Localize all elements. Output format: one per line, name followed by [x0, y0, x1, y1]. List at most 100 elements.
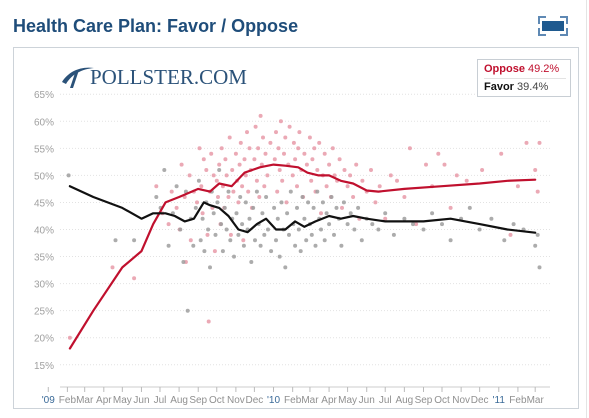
- oppose-poll-point: [212, 249, 217, 254]
- oppose-poll-point: [227, 135, 232, 140]
- favor-poll-point: [320, 200, 325, 205]
- x-tick-label: Dec: [245, 395, 263, 406]
- expand-button[interactable]: [538, 16, 568, 36]
- oppose-poll-point: [373, 200, 378, 205]
- favor-poll-point: [430, 211, 435, 216]
- oppose-poll-point: [243, 173, 248, 178]
- favor-poll-point: [285, 211, 290, 216]
- favor-poll-point: [266, 227, 270, 232]
- oppose-poll-point: [317, 140, 322, 145]
- y-tick-label: 15%: [34, 361, 54, 372]
- oppose-poll-point: [226, 195, 231, 199]
- oppose-poll-point: [324, 184, 329, 189]
- oppose-poll-point: [275, 189, 280, 194]
- oppose-poll-point: [238, 140, 243, 145]
- favor-poll-point: [332, 232, 336, 237]
- favor-poll-point: [467, 205, 472, 210]
- favor-poll-point: [191, 243, 196, 248]
- favor-poll-point: [206, 227, 211, 232]
- expand-corner-icon: [538, 16, 546, 24]
- legend-item-oppose[interactable]: Oppose 49.2%: [484, 61, 566, 77]
- x-tick-label: Feb: [509, 395, 527, 406]
- expand-corner-icon: [538, 28, 546, 36]
- x-tick-label: Sep: [189, 395, 207, 406]
- oppose-poll-point: [224, 173, 229, 178]
- oppose-poll-point: [179, 162, 184, 167]
- favor-poll-point: [322, 238, 327, 243]
- oppose-poll-point: [211, 173, 216, 178]
- oppose-poll-point: [283, 135, 288, 140]
- oppose-poll-point: [464, 178, 469, 183]
- x-tick-label: Jul: [154, 395, 167, 406]
- oppose-poll-point: [327, 162, 332, 167]
- oppose-poll-point: [395, 178, 399, 183]
- favor-poll-point: [222, 205, 227, 210]
- x-tick-label: Oct: [209, 395, 225, 406]
- y-tick-label: 45%: [34, 198, 54, 209]
- favor-poll-point: [247, 216, 252, 221]
- favor-poll-point: [196, 178, 201, 183]
- favor-poll-point: [352, 227, 357, 232]
- legend-value: 49.2%: [528, 63, 560, 75]
- favor-poll-point: [313, 243, 318, 248]
- favor-poll-point: [279, 200, 284, 205]
- oppose-poll-point: [296, 146, 301, 151]
- favor-poll-point: [113, 238, 118, 243]
- x-tick-label: Feb: [59, 395, 77, 406]
- favor-poll-point: [269, 249, 274, 254]
- legend-item-favor[interactable]: Favor 39.4%: [484, 78, 566, 95]
- oppose-poll-point: [377, 184, 382, 189]
- favor-poll-point: [324, 211, 329, 216]
- favor-poll-point: [288, 189, 293, 194]
- x-tick-label: Jun: [359, 395, 375, 406]
- oppose-poll-point: [67, 335, 72, 340]
- oppose-poll-point: [351, 195, 356, 199]
- favor-poll-point: [258, 243, 263, 248]
- oppose-poll-point: [110, 265, 115, 270]
- oppose-poll-point: [228, 232, 233, 237]
- favor-poll-point: [219, 222, 224, 227]
- oppose-poll-point: [291, 140, 296, 145]
- favor-poll-point: [238, 195, 243, 199]
- favor-poll-point: [240, 222, 245, 227]
- favor-poll-point: [254, 189, 259, 194]
- legend-value: 39.4%: [517, 81, 549, 93]
- oppose-poll-point: [407, 146, 412, 151]
- oppose-poll-point: [241, 238, 246, 243]
- logo-text: POLLSTER.COM: [90, 64, 247, 89]
- favor-poll-point: [264, 195, 269, 199]
- oppose-poll-point: [231, 189, 236, 194]
- oppose-poll-point: [262, 184, 267, 189]
- y-tick-label: 30%: [34, 280, 54, 291]
- favor-poll-point: [345, 222, 350, 227]
- oppose-poll-point: [537, 140, 542, 145]
- oppose-poll-point: [259, 162, 264, 167]
- favor-poll-point: [383, 211, 388, 216]
- favor-poll-point: [477, 227, 482, 232]
- oppose-poll-point: [340, 205, 344, 210]
- oppose-poll-point: [216, 195, 220, 199]
- oppose-poll-point: [515, 184, 520, 189]
- oppose-poll-point: [442, 162, 447, 167]
- favor-poll-point: [174, 184, 179, 189]
- oppose-poll-point: [280, 178, 285, 183]
- oppose-poll-point: [169, 189, 174, 194]
- favor-poll-point: [274, 238, 278, 243]
- oppose-poll-point: [307, 135, 312, 140]
- favor-poll-point: [339, 243, 344, 248]
- oppose-poll-point: [319, 211, 323, 216]
- oppose-poll-point: [295, 184, 299, 189]
- oppose-poll-point: [290, 173, 295, 178]
- favor-poll-point: [315, 189, 320, 194]
- favor-poll-point: [249, 260, 254, 264]
- oppose-poll-point: [277, 168, 282, 172]
- oppose-poll-point: [256, 146, 261, 151]
- oppose-poll-point: [254, 178, 259, 183]
- favor-poll-point: [440, 222, 444, 227]
- oppose-poll-point: [258, 113, 263, 118]
- expand-corner-icon: [560, 16, 568, 24]
- y-tick-label: 50%: [34, 171, 54, 182]
- favor-poll-point: [181, 260, 186, 264]
- favor-poll-point: [220, 249, 225, 254]
